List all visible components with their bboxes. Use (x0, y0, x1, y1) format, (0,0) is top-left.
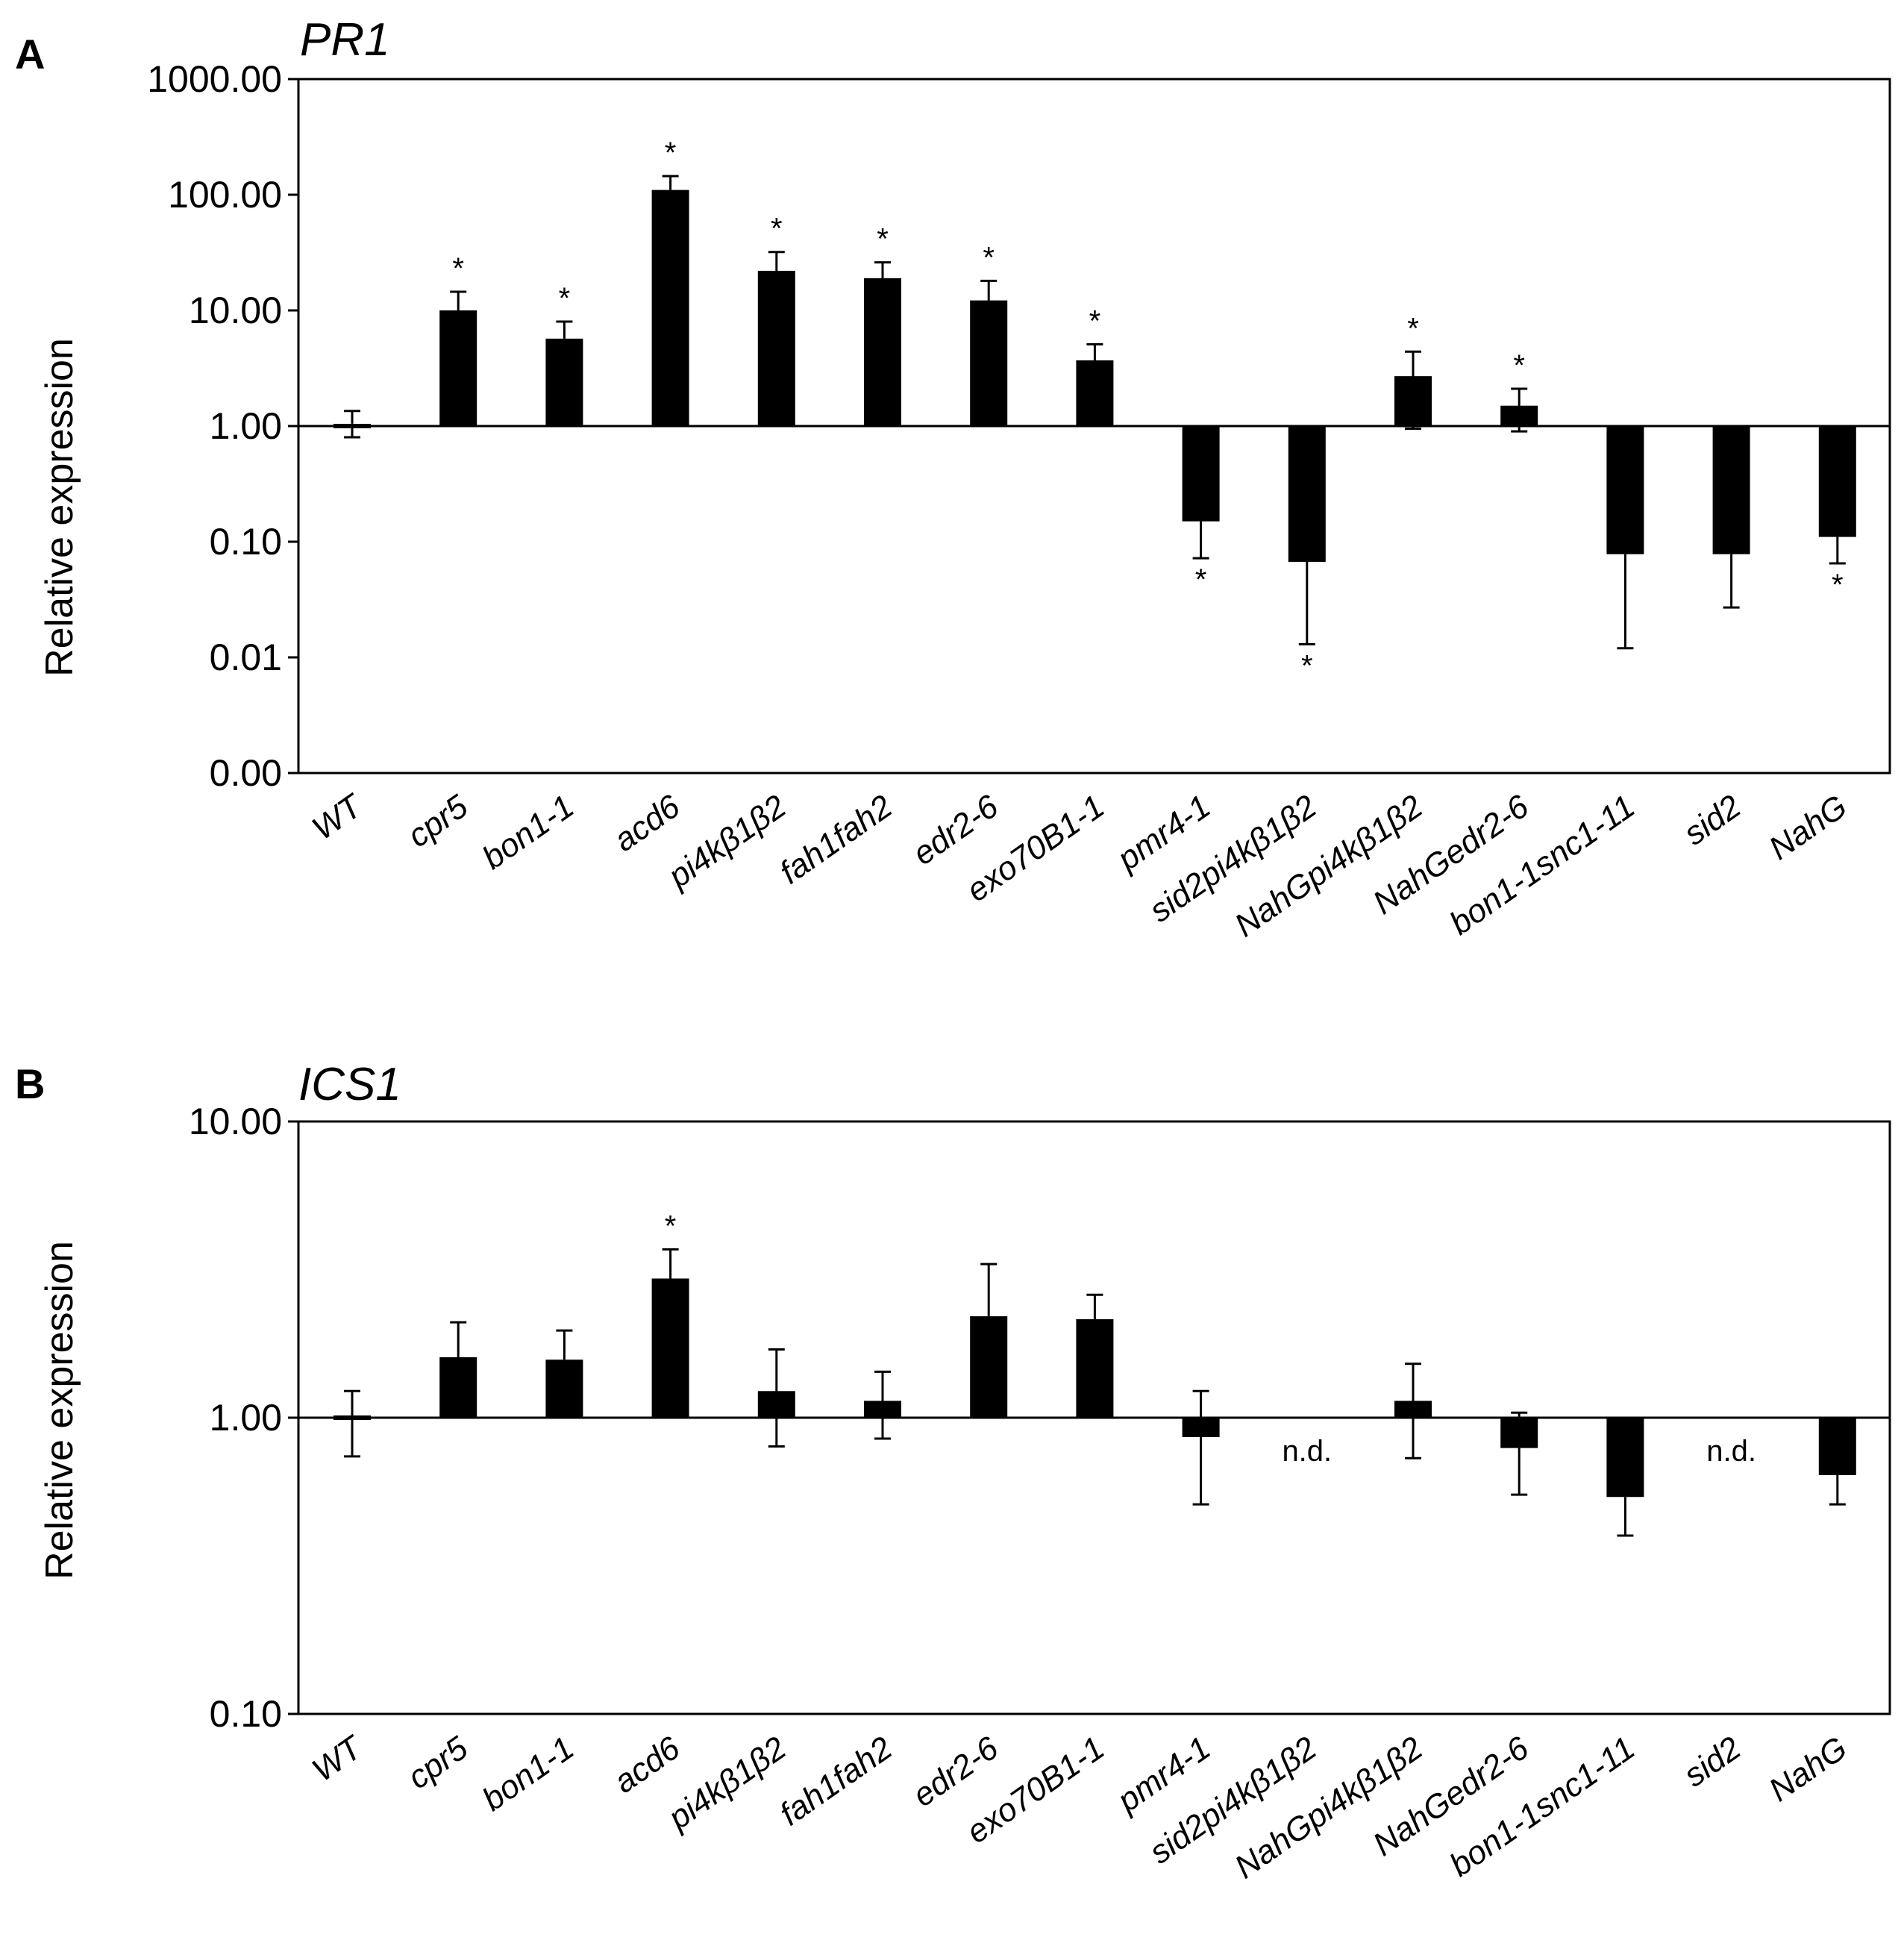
panel-a-y-ticks: 0.00 0.01 0.10 1.00 10.00 100.00 1000.00 (147, 58, 298, 794)
y-tick-label: 0.00 (210, 752, 282, 794)
significance-star: * (771, 213, 783, 245)
y-tick-label: 10.00 (189, 1101, 282, 1142)
bar-NahG (1818, 426, 1856, 537)
significance-star: * (559, 282, 571, 315)
significance-star: * (877, 223, 889, 256)
y-tick-label: 1.00 (210, 405, 282, 447)
bar-pi4kβ1β2 (757, 270, 795, 426)
bar-pmr4-1 (1182, 426, 1220, 522)
panel-b-title: ICS1 (298, 1059, 401, 1110)
y-tick-label: 0.01 (210, 636, 282, 678)
panel-a-y-axis-label: Relative expression (38, 338, 81, 677)
bar-acd6 (651, 1278, 689, 1418)
bar-sid2pi4kβ1β2 (1288, 426, 1326, 562)
not-detected-label: n.d. (1706, 1435, 1756, 1468)
y-tick-label: 0.10 (210, 521, 282, 563)
y-tick-label: 1.00 (210, 1397, 282, 1439)
significance-star: * (1407, 312, 1419, 345)
panel-a-title: PR1 (300, 14, 390, 66)
bar-acd6 (651, 190, 689, 426)
y-tick-label: 0.10 (210, 1693, 282, 1735)
bar-bon1-1snc1-11 (1606, 1418, 1644, 1498)
panel-b-y-ticks: 0.10 1.00 10.00 (189, 1101, 298, 1735)
bar-bon1-1snc1-11 (1606, 426, 1644, 554)
bar-fah1fah2 (864, 278, 901, 426)
significance-star: * (1195, 563, 1207, 596)
bar-cpr5 (439, 1357, 477, 1418)
panel-b-bars: * n.d. n.d. (298, 1210, 1890, 1537)
significance-star: * (1301, 649, 1313, 682)
significance-star: * (1832, 569, 1844, 601)
significance-star: * (983, 241, 995, 274)
y-tick-label: 10.00 (189, 290, 282, 331)
panel-b-letter: B (15, 1060, 45, 1107)
significance-star: * (665, 137, 677, 169)
bar-bon1-1 (545, 338, 583, 426)
significance-star: * (1513, 349, 1525, 382)
bar-bon1-1 (545, 1360, 583, 1418)
bar-edr2-6 (970, 1316, 1008, 1418)
significance-star: * (452, 252, 464, 285)
panel-a-letter: A (15, 31, 45, 78)
panel-a-bars: * * * * * * * * * * * * (298, 137, 1890, 682)
bar-exo70B1-1 (1076, 1319, 1114, 1418)
y-tick-label: 1000.00 (147, 58, 282, 100)
y-tick-label: 100.00 (168, 174, 282, 216)
not-detected-label: n.d. (1282, 1435, 1332, 1468)
significance-star: * (665, 1210, 677, 1242)
significance-star: * (1089, 304, 1101, 337)
bar-NahG (1818, 1418, 1856, 1475)
panel-b-y-axis-label: Relative expression (38, 1241, 81, 1580)
bar-cpr5 (439, 310, 477, 426)
bar-edr2-6 (970, 300, 1008, 426)
bar-exo70B1-1 (1076, 360, 1114, 426)
bar-sid2 (1712, 426, 1750, 554)
